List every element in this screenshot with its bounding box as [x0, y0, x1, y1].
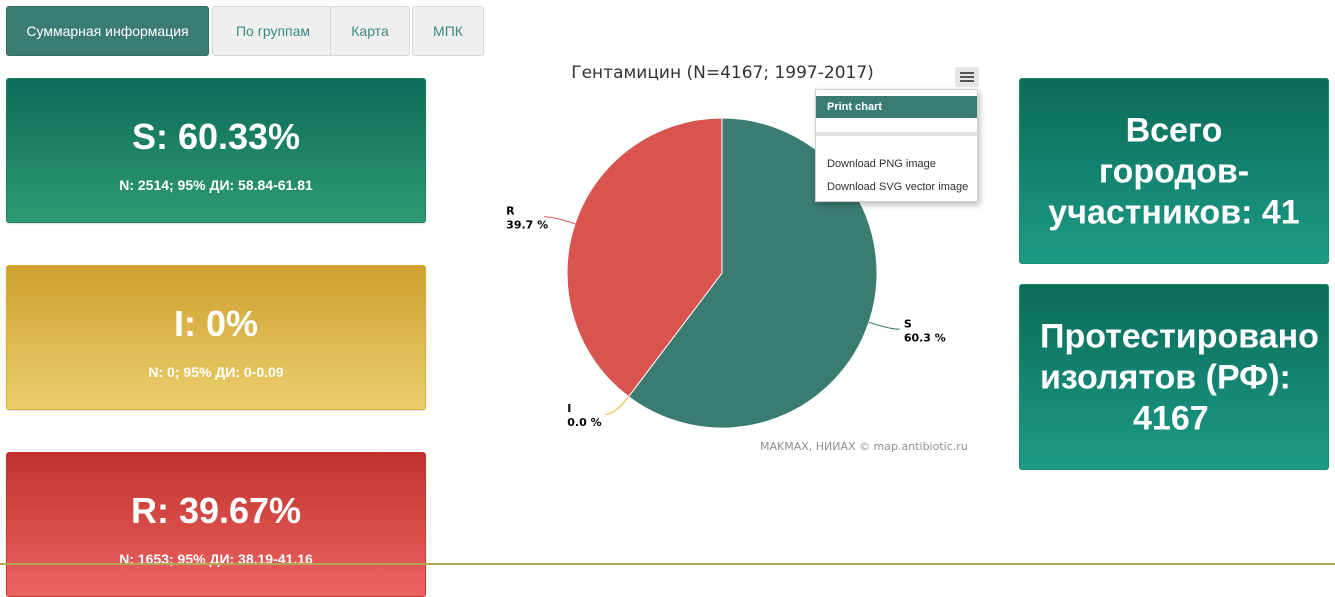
isolates-total-text: Протестировано изолятов (РФ): 4167 [1040, 317, 1328, 440]
susceptible-detail: N: 2514; 95% ДИ: 58.84-61.81 [119, 177, 313, 193]
pie-slice-s[interactable] [627, 117, 878, 429]
intermediate-card: I: 0% N: 0; 95% ДИ: 0-0.09 [6, 265, 426, 410]
chart-credit: MAKMAX, НИИАХ © map.antibiotic.ru [760, 440, 968, 453]
pie-chart: S60.3 % I0.0 % R39.7 % [506, 117, 946, 429]
intermediate-percent: I: 0% [173, 303, 259, 344]
pie-connector-s [868, 321, 900, 330]
chart-menu-button[interactable] [955, 67, 979, 87]
cities-total-box: Всего городов- участников: 41 [1019, 78, 1329, 264]
pie-value-s: 60.3 % [904, 331, 946, 344]
susceptible-card: S: 60.33% N: 2514; 95% ДИ: 58.84-61.81 [6, 78, 426, 223]
susceptible-percent: S: 60.33% [131, 116, 301, 157]
chart-export-menu: Print chart Download PNG image Download … [815, 89, 978, 202]
isolates-count: 4167 [1133, 399, 1209, 438]
pie-connector-i [605, 396, 629, 415]
resistant-percent: R: 39.67% [130, 490, 302, 531]
tab-mic[interactable]: МПК [412, 6, 484, 56]
menu-separator [816, 132, 977, 136]
pie-value-i: 0.0 % [567, 416, 601, 429]
tab-map[interactable]: Карта [330, 6, 410, 56]
pie-connector-r [544, 216, 576, 225]
pie-value-r: 39.7 % [506, 219, 548, 232]
pie-slice-r[interactable] [566, 117, 723, 398]
intermediate-detail: N: 0; 95% ДИ: 0-0.09 [148, 364, 284, 380]
footer-border [0, 563, 1335, 565]
pie-label-s: S [904, 317, 912, 330]
pie-label-i: I [567, 402, 571, 415]
resistant-card: R: 39.67% N: 1653; 95% ДИ: 38.19-41.16 [6, 452, 426, 597]
print-chart-item[interactable]: Print chart [816, 96, 977, 118]
tab-by-groups[interactable]: По группам [212, 6, 334, 56]
cities-total-text: Всего городов- участников: 41 [1048, 111, 1300, 232]
isolates-line1: Протестировано [1040, 317, 1319, 356]
download-svg-item[interactable]: Download SVG vector image [827, 181, 969, 193]
isolates-line2: изолятов (РФ): [1040, 358, 1291, 397]
download-png-item[interactable]: Download PNG image [827, 158, 936, 170]
chart-title: Гентамицин (N=4167; 1997-2017) [571, 63, 874, 83]
tab-summary[interactable]: Суммарная информация [6, 6, 209, 56]
pie-label-r: R [506, 205, 515, 218]
isolates-total-box: Протестировано изолятов (РФ): 4167 [1019, 284, 1329, 470]
